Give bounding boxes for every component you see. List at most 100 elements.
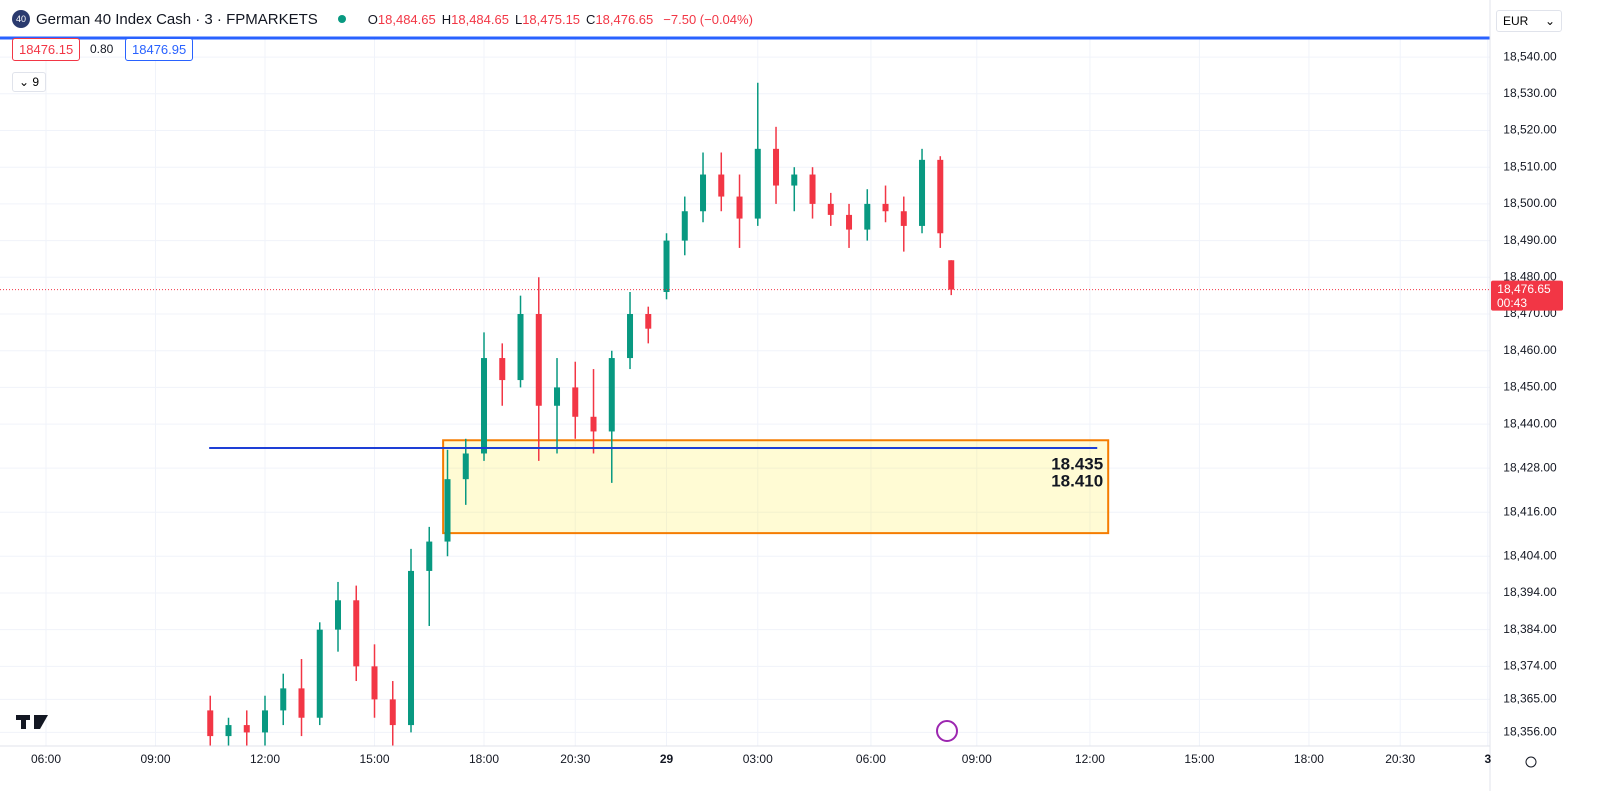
candle-body [700,174,707,212]
ohlc-key: C [586,11,596,27]
ohlc-values: O18,484.65 H18,484.65 L18,475.15 C18,476.65 [368,12,660,27]
y-tick-label: 18,416.00 [1503,504,1557,518]
y-tick-label: 18,500.00 [1503,196,1557,210]
candle-body [773,148,780,186]
candle-body [572,387,579,417]
last-price-label: 18,476.65 [1497,282,1551,296]
y-tick-label: 18,520.00 [1503,123,1557,137]
settings-icon[interactable] [1525,756,1537,768]
candle-body [243,725,250,733]
candle-body [919,159,926,226]
currency: EUR [1503,14,1529,28]
x-tick-label: 20:30 [1385,752,1415,766]
candle-body [645,314,652,329]
candle-body [316,629,323,718]
ohlc-value: 18,484.65 [451,11,509,27]
candle-body [736,196,743,219]
candle-body [882,203,889,212]
candle-body [948,260,955,290]
zone-box [442,439,1110,535]
candle-body [627,314,634,359]
candle-body [298,688,305,718]
ohlc-value: 18,475.15 [522,11,581,27]
y-tick-label: 18,460.00 [1503,343,1557,357]
candle-body [371,666,378,700]
candle-body [353,600,360,667]
y-tick-label: 18,540.00 [1503,49,1557,63]
candle-body [827,203,834,215]
x-tick-label: 18:00 [469,752,499,766]
x-tick-label: 06:00 [31,752,61,766]
candle-body [481,358,488,454]
ohlc-key: O [367,11,378,27]
candle-body [517,314,524,381]
ohlc-value: 18,476.65 [595,11,654,27]
indicators-count: 9 [32,75,40,89]
y-tick-label: 18,480.00 [1503,269,1557,283]
currency-select[interactable]: EUR ⌄ [1496,10,1562,32]
y-tick-label: 18,490.00 [1503,233,1557,247]
candle-body [937,159,944,234]
market-status [337,15,346,23]
y-tick-label: 18,510.00 [1503,159,1557,173]
x-tick-label: 3 [1484,752,1491,766]
candle-body [389,699,396,726]
candle-body [426,541,433,571]
tv-logo [16,715,48,729]
candle-body [335,600,342,630]
spread: 0.80 [90,42,114,56]
y-tick-label: 18,384.00 [1503,622,1557,636]
candle-body [590,416,597,432]
x-tick-label: 29 [660,752,674,766]
candle-body [535,314,542,406]
symbol-badge: 40 [12,10,30,28]
y-tick-label: 18,365.00 [1503,692,1557,706]
candle-body [718,174,725,197]
countdown: 00:43 [1497,296,1527,310]
candle-body [408,570,415,726]
y-tick-label: 18,404.00 [1503,548,1557,562]
sell-price[interactable]: 18476.15 [12,38,81,61]
last-price-badge [1491,280,1563,311]
y-tick-label: 18,394.00 [1503,585,1557,599]
candle-body [499,358,506,381]
indicators-toggle[interactable]: ⌄ 9 [12,72,47,92]
y-tick-label: 18,530.00 [1503,86,1557,100]
x-tick-label: 18:00 [1294,752,1324,766]
candle-body [608,358,615,432]
symbol-header: 40 German 40 Index Cash · 3 · FPMARKETS … [12,10,753,28]
x-tick-label: 09:00 [962,752,992,766]
ohlc-key: L [514,11,523,27]
x-tick-label: 06:00 [856,752,886,766]
symbol-name[interactable]: German 40 Index Cash · 3 · FPMARKETS [36,10,318,28]
x-tick-label: 20:30 [560,752,590,766]
y-tick-label: 18,356.00 [1503,725,1557,739]
x-tick-label: 12:00 [1075,752,1105,766]
candle-body [663,240,670,292]
candle-body [225,725,232,737]
candle-body [444,479,451,542]
x-tick-label: 09:00 [140,752,170,766]
candle-body [754,148,761,219]
lightning-icon[interactable] [936,720,958,742]
ohlc-value: 18,484.65 [377,11,436,27]
zone-label: 18.435 [1051,455,1103,474]
x-tick-label: 15:00 [359,752,389,766]
y-tick-label: 18,428.00 [1503,460,1557,474]
candle-body [809,174,816,204]
ohlc-key: H [441,11,452,27]
candle-body [846,214,853,230]
zone-label: 18.410 [1051,472,1103,491]
candle-body [262,710,269,733]
buy-price[interactable]: 18476.95 [125,38,194,61]
candle-body [900,211,907,226]
candle-body [280,688,287,711]
change: −7.50 (−0.04%) [663,11,753,27]
candle-body [554,387,561,406]
candle-body [462,453,469,480]
y-tick-label: 18,440.00 [1503,416,1557,430]
y-tick-label: 18,450.00 [1503,380,1557,394]
x-tick-label: 15:00 [1184,752,1214,766]
candle-body [207,710,214,737]
